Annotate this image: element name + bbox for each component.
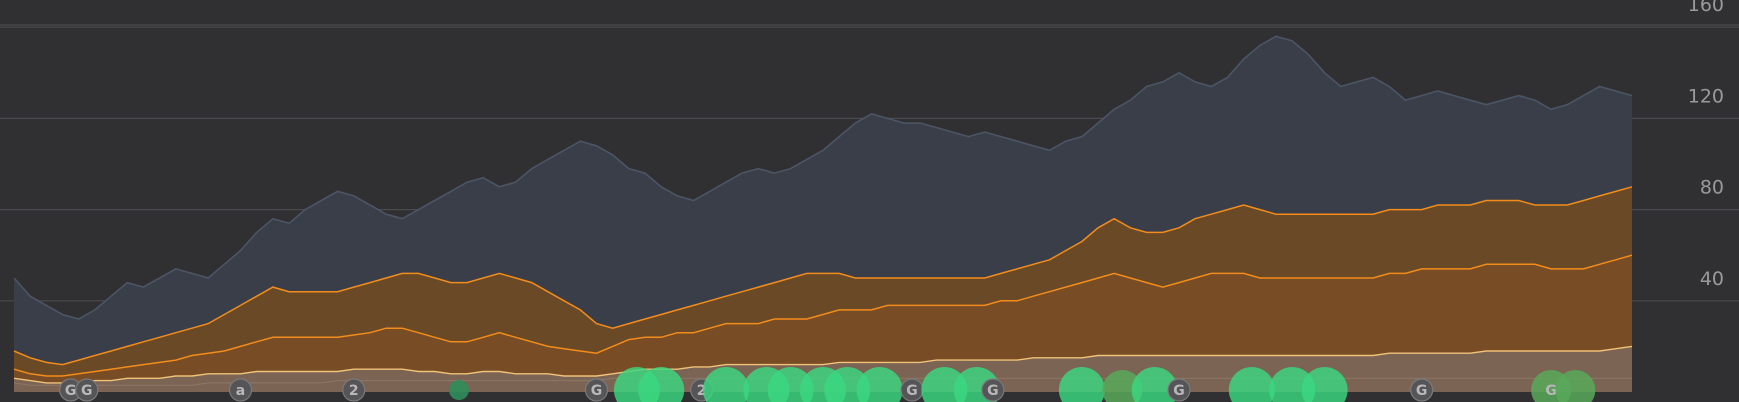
event-icon-label: 2 [349,383,359,399]
series-upper-band-line [13,186,1633,366]
event-icon-label: G [81,383,93,399]
event-bubble[interactable] [1301,367,1348,402]
event-icon-label: G [1545,383,1557,399]
event-icon-label: G [1173,383,1185,399]
event-marker[interactable] [638,367,685,402]
event-icon-circle[interactable] [1410,378,1434,402]
event-marker[interactable] [1301,367,1348,402]
event-marker[interactable] [1555,370,1596,402]
event-icon-label: 2 [697,383,707,399]
event-icon-label: G [591,383,603,399]
event-marker[interactable] [1058,367,1105,402]
event-icon-label: G [987,383,999,399]
series-upper-band-area [14,186,1632,376]
event-marker[interactable]: G [1410,378,1434,402]
event-icon-circle[interactable] [228,378,253,402]
y-axis: 40 80 120 160 [1688,0,1724,290]
event-icon-label: G [906,383,918,399]
event-bubble[interactable] [1058,367,1105,402]
event-bubble[interactable] [1228,367,1275,402]
event-bubble-alt[interactable] [1555,370,1596,402]
event-marker[interactable]: G [75,378,99,402]
event-icon-label: G [1416,383,1428,399]
series-median-line [13,254,1633,377]
event-icon-label: G [65,383,77,399]
y-tick-label: 40 [1700,268,1724,290]
event-marker[interactable]: G [584,378,609,402]
y-tick-label: 120 [1688,85,1724,107]
event-bubble[interactable] [1131,367,1178,402]
series-total-line [13,35,1633,320]
event-icon-label: a [236,383,245,399]
series-mid-band-area [14,255,1632,383]
event-dot[interactable] [448,380,469,400]
event-marker[interactable]: G [981,378,1005,402]
event-icon-circle[interactable] [75,378,99,402]
event-icon-circle[interactable] [1167,378,1191,402]
event-marker[interactable]: G [1167,378,1191,402]
event-bubble[interactable] [856,367,903,402]
event-marker[interactable]: G [900,378,924,402]
series-lower-band-line [13,345,1633,384]
event-icon-circle[interactable] [584,378,609,402]
event-marker[interactable]: 2 [342,378,366,402]
event-marker[interactable]: a [228,378,253,402]
event-marker[interactable] [1228,367,1275,402]
event-bubble[interactable] [702,367,749,402]
event-bubble[interactable] [638,367,685,402]
event-icon-circle[interactable] [342,378,366,402]
event-marker[interactable] [856,367,903,402]
event-marker[interactable] [448,380,469,400]
y-tick-label: 80 [1700,177,1724,199]
event-marker[interactable] [1131,367,1178,402]
event-marker[interactable] [702,367,749,402]
y-tick-label: 160 [1688,0,1724,16]
event-icon-circle[interactable] [981,378,1005,402]
